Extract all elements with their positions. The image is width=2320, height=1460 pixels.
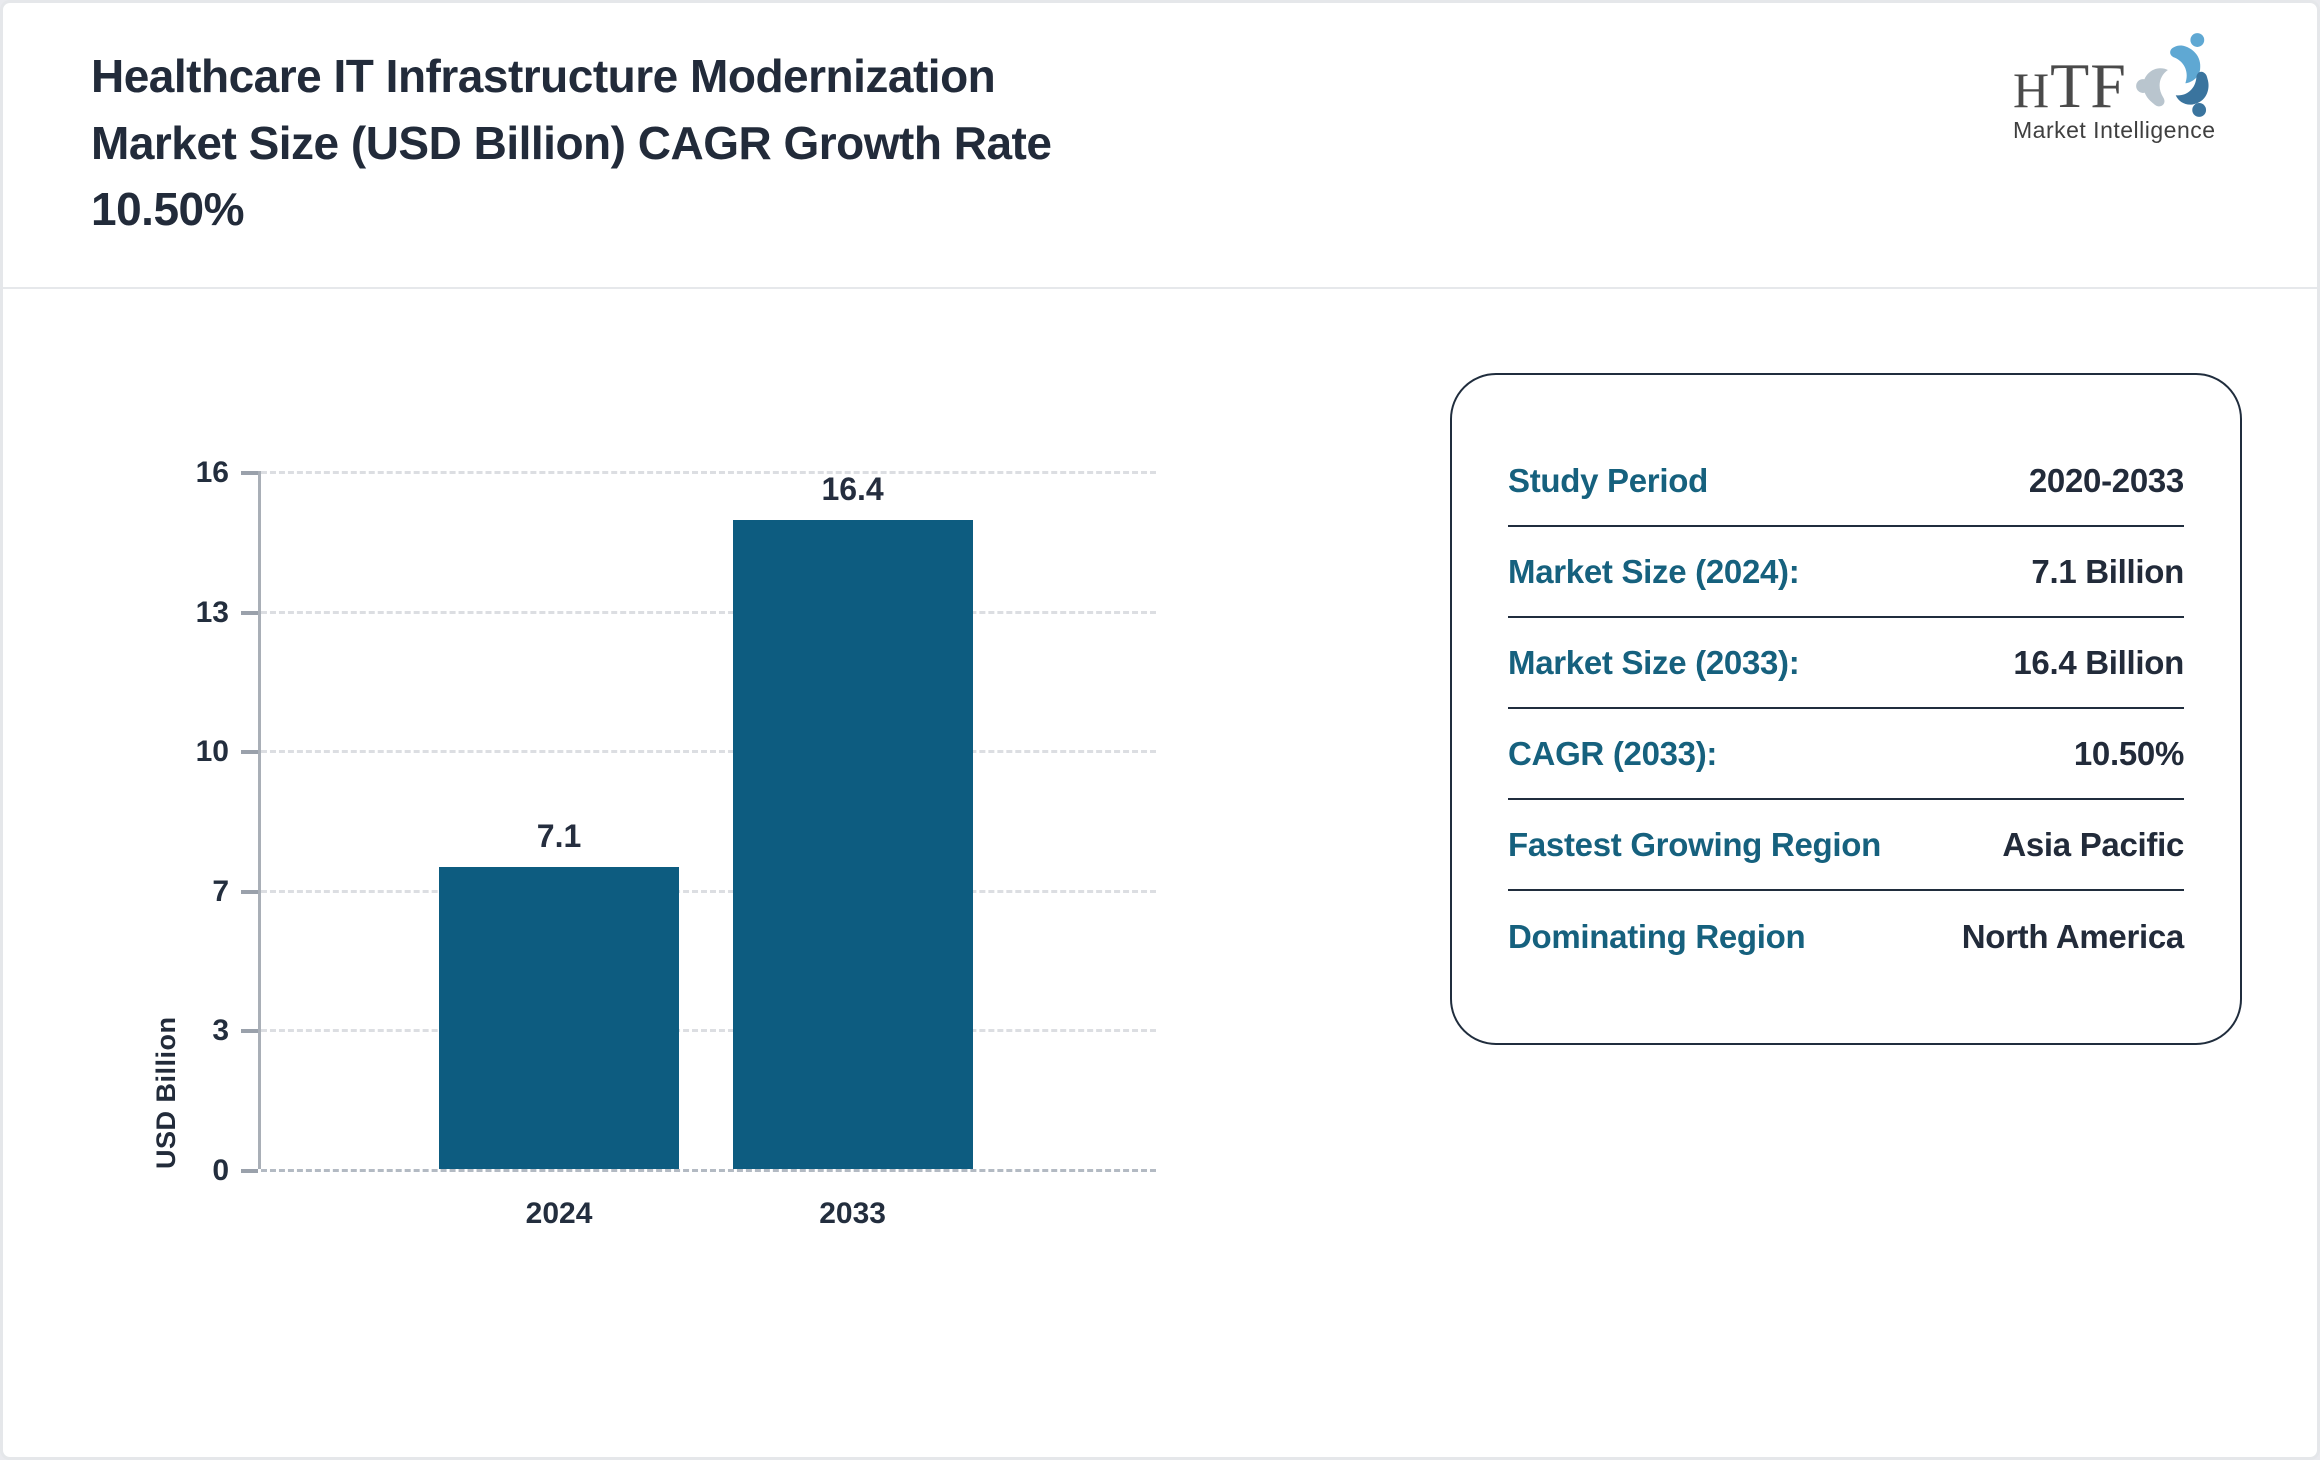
info-value: 2020-2033 (2028, 461, 2184, 499)
y-tick-label: 7 (212, 874, 229, 908)
info-label: Market Size (2033): (1508, 643, 1800, 681)
info-label: Market Size (2024): (1508, 552, 1800, 590)
page-title-line-1: Healthcare IT Infrastructure Modernizati… (91, 50, 996, 102)
axis-tick-mark (241, 1169, 258, 1173)
bar-2033 (732, 520, 973, 1169)
info-row-market-size-2033: Market Size (2033): 16.4 Billion (1508, 618, 2184, 709)
info-value: North America (1961, 917, 2185, 955)
y-tick-label: 16 (195, 456, 229, 489)
logo-text: HTF (2013, 54, 2127, 119)
bar-slot-2024: 7.1 2024 (439, 471, 679, 1230)
gridline-3: 3 (212, 1014, 1156, 1047)
bar-2024 (439, 866, 679, 1169)
info-value: 16.4 Billion (2013, 643, 2184, 681)
axis-tick-mark (241, 889, 258, 894)
axis-tick-mark (241, 471, 258, 475)
logo-letters-tf: TF (2050, 50, 2127, 122)
y-tick-label: 3 (212, 1014, 229, 1048)
info-value: 7.1 Billion (2031, 552, 2184, 590)
axis-tick-mark (241, 610, 258, 615)
info-row-study-period: Study Period 2020-2033 (1508, 436, 2184, 527)
axis-tick-mark (241, 1029, 258, 1034)
info-label: CAGR (2033): (1508, 734, 1718, 772)
info-row-market-size-2024: Market Size (2024): 7.1 Billion (1508, 527, 2184, 618)
logo-letter-h: H (2013, 62, 2051, 119)
gridline-7: 7 (212, 875, 1156, 908)
gridline-0-baseline: 0 (212, 1154, 1156, 1187)
x-tick-label-2033: 2033 (819, 1197, 886, 1230)
y-tick-label: 13 (195, 595, 229, 629)
info-row-fastest-growing-region: Fastest Growing Region Asia Pacific (1508, 800, 2184, 891)
gridline-10: 10 (196, 735, 1156, 768)
info-row-cagr: CAGR (2033): 10.50% (1508, 709, 2184, 800)
bar-slot-2033: 16.4 2033 (732, 471, 973, 1230)
info-label: Study Period (1508, 461, 1708, 499)
info-label: Dominating Region (1508, 917, 1806, 955)
gridline-16: 16 (196, 456, 1156, 489)
bar-value-label-2033: 16.4 (821, 471, 884, 507)
header-divider (3, 287, 2317, 289)
bar-value-label-2024: 7.1 (536, 817, 582, 854)
market-summary-card: Study Period 2020-2033 Market Size (2024… (1450, 373, 2242, 1045)
page-title-line-3: 10.50% (91, 183, 245, 236)
y-tick-label: 0 (212, 1154, 229, 1187)
y-tick-label: 10 (195, 735, 229, 769)
page-title: Healthcare IT Infrastructure Modernizati… (91, 43, 1441, 243)
htf-swirl-logo-icon (2135, 33, 2209, 117)
axis-tick-mark (241, 750, 258, 755)
y-axis-title: USD Billion (151, 1016, 181, 1170)
x-tick-label-2024: 2024 (525, 1197, 593, 1230)
info-value: 10.50% (2073, 734, 2184, 772)
page-title-line-2: Market Size (USD Billion) CAGR Growth Ra… (91, 116, 1052, 169)
info-label: Fastest Growing Region (1508, 825, 1881, 863)
info-value: Asia Pacific (2002, 825, 2184, 863)
gridline-13: 13 (196, 596, 1156, 629)
brand-logo-row: HTF (2013, 29, 2227, 119)
logo-subtitle: Market Intelligence (2013, 117, 2216, 143)
bar-chart-plot-area: USD Billion 16 13 10 7 3 0 7.1 2024 16.4… (151, 456, 1156, 1230)
info-row-dominating-region: Dominating Region North America (1508, 891, 2184, 982)
brand-logo: HTF Market Intelligence (2013, 29, 2273, 144)
